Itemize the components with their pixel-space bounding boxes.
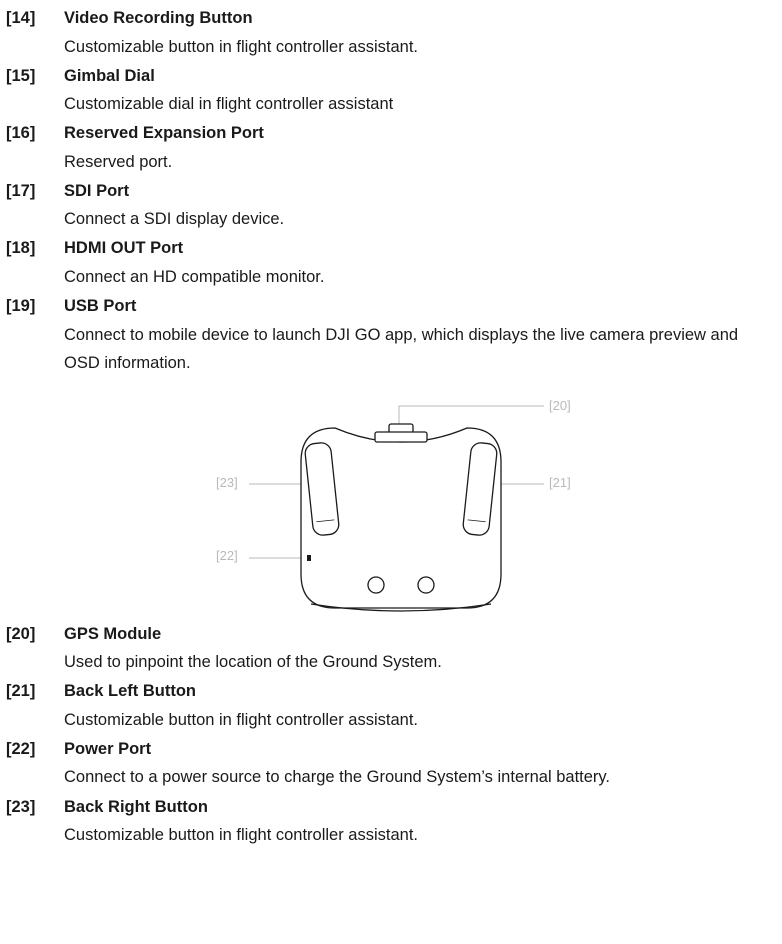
item-number: [14] (4, 6, 58, 32)
item-title: GPS Module (64, 622, 778, 648)
item-number: [17] (4, 179, 58, 205)
item-number: [20] (4, 622, 58, 648)
item-number: [21] (4, 679, 58, 705)
item-number: [18] (4, 236, 58, 262)
item-number: [16] (4, 121, 58, 147)
item-number: [22] (4, 737, 58, 763)
callout-label-20: [20] (549, 398, 571, 413)
callout-label-23: [23] (216, 475, 238, 490)
item-title: Power Port (64, 737, 778, 763)
item-title: HDMI OUT Port (64, 236, 778, 262)
items-bottom: [20] GPS Module Used to pinpoint the loc… (0, 622, 782, 852)
item-desc: Connect to mobile device to launch DJI G… (64, 320, 778, 380)
diagram-wrap: [20] [21] [22] [23] (0, 380, 782, 622)
item-number: [23] (4, 795, 58, 821)
item-desc: Connect to a power source to charge the … (64, 762, 778, 794)
item-title: Reserved Expansion Port (64, 121, 778, 147)
item-title: SDI Port (64, 179, 778, 205)
item-number: [19] (4, 294, 58, 320)
page: [14] Video Recording Button Customizable… (0, 0, 782, 872)
item-desc: Customizable dial in flight controller a… (64, 89, 778, 121)
item-title: Back Left Button (64, 679, 778, 705)
controller-svg (131, 388, 651, 618)
item-title: USB Port (64, 294, 778, 320)
list-item: [18] HDMI OUT Port Connect an HD compati… (0, 236, 782, 294)
list-item: [14] Video Recording Button Customizable… (0, 6, 782, 64)
controller-diagram: [20] [21] [22] [23] (131, 388, 651, 618)
item-title: Video Recording Button (64, 6, 778, 32)
item-desc: Customizable button in flight controller… (64, 820, 778, 852)
list-item: [22] Power Port Connect to a power sourc… (0, 737, 782, 795)
list-item: [16] Reserved Expansion Port Reserved po… (0, 121, 782, 179)
list-item: [20] GPS Module Used to pinpoint the loc… (0, 622, 782, 680)
items-top: [14] Video Recording Button Customizable… (0, 6, 782, 380)
list-item: [23] Back Right Button Customizable butt… (0, 795, 782, 853)
list-item: [15] Gimbal Dial Customizable dial in fl… (0, 64, 782, 122)
item-title: Back Right Button (64, 795, 778, 821)
item-desc: Reserved port. (64, 147, 778, 179)
item-desc: Used to pinpoint the location of the Gro… (64, 647, 778, 679)
callout-label-22: [22] (216, 548, 238, 563)
item-title: Gimbal Dial (64, 64, 778, 90)
item-number: [15] (4, 64, 58, 90)
item-desc: Customizable button in flight controller… (64, 32, 778, 64)
list-item: [17] SDI Port Connect a SDI display devi… (0, 179, 782, 237)
item-desc: Customizable button in flight controller… (64, 705, 778, 737)
callout-label-21: [21] (549, 475, 571, 490)
item-desc: Connect a SDI display device. (64, 204, 778, 236)
list-item: [21] Back Left Button Customizable butto… (0, 679, 782, 737)
list-item: [19] USB Port Connect to mobile device t… (0, 294, 782, 380)
item-desc: Connect an HD compatible monitor. (64, 262, 778, 294)
